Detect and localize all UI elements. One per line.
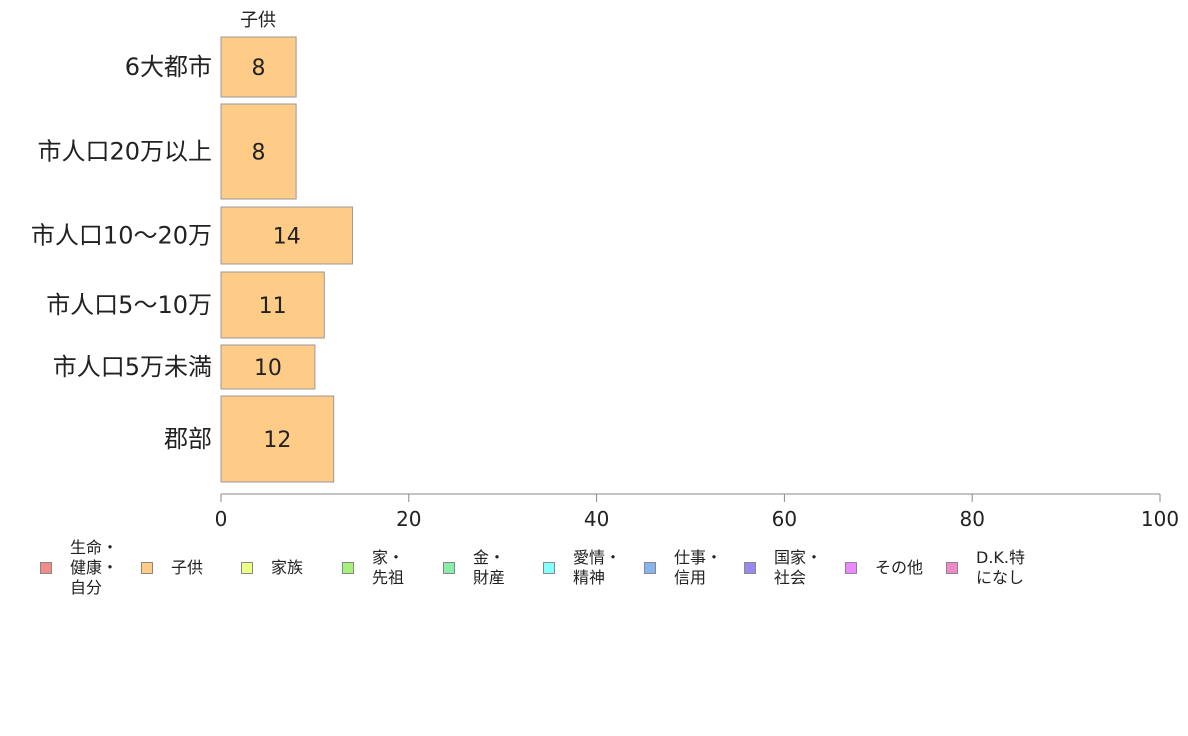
legend-swatch: [744, 562, 756, 574]
legend-label: 家族: [271, 558, 304, 577]
legend-item: 仕事・ 信用: [644, 548, 722, 588]
data-label: 14: [273, 225, 301, 250]
bar: [220, 36, 297, 98]
category-label: 6大都市: [125, 53, 212, 81]
bar: [220, 395, 335, 483]
legend-label: D.K.特 になし: [976, 548, 1025, 587]
legend-item: 家族: [241, 558, 303, 578]
legend-swatch: [141, 562, 153, 574]
data-label: 8: [252, 56, 266, 81]
column-label: 子供: [240, 10, 276, 31]
x-tick-label: 0: [215, 507, 228, 531]
data-label: 12: [263, 428, 291, 453]
legend-swatch: [443, 562, 455, 574]
legend-swatch: [543, 562, 555, 574]
category-label: 市人口5万未満: [53, 353, 212, 381]
x-tick-label: 40: [584, 507, 609, 531]
x-tick-label: 100: [1141, 507, 1179, 531]
legend-swatch: [342, 562, 354, 574]
legend-label: 家・ 先祖: [372, 548, 405, 587]
bar: [220, 271, 325, 339]
category-label: 郡部: [164, 425, 212, 453]
legend-swatch: [845, 562, 857, 574]
data-label: 8: [252, 141, 266, 166]
legend-item: 国家・ 社会: [744, 548, 822, 588]
legend-label: 仕事・ 信用: [674, 548, 723, 587]
legend-item: 家・ 先祖: [342, 548, 404, 588]
legend-swatch: [946, 562, 958, 574]
category-label: 市人口20万以上: [37, 138, 212, 166]
bar: [220, 103, 297, 200]
legend-label: その他: [875, 558, 924, 577]
legend-item: 子供: [141, 558, 203, 578]
legend-label: 国家・ 社会: [774, 548, 823, 587]
legend-label: 子供: [171, 558, 204, 577]
legend-label: 愛情・ 精神: [573, 548, 622, 587]
legend-swatch: [241, 562, 253, 574]
category-label: 市人口10〜20万: [31, 222, 212, 250]
bar-chart: 子供 6大都市市人口20万以上市人口10〜20万市人口5〜10万市人口5万未満郡…: [31, 10, 1179, 531]
x-tick-label: 60: [772, 507, 797, 531]
legend-item: 愛情・ 精神: [543, 548, 621, 588]
legend: 生命・ 健康・ 自分 子供 家族 家・ 先祖 金・ 財産 愛情・ 精神 仕事・ 信用 国家・ …: [0, 538, 1188, 620]
legend-swatch: [40, 562, 52, 574]
x-tick-label: 80: [959, 507, 984, 531]
bar: [220, 206, 353, 265]
category-label: 市人口5〜10万: [46, 291, 212, 319]
legend-swatch: [644, 562, 656, 574]
x-tick-label: 20: [396, 507, 421, 531]
bar: [220, 344, 316, 390]
legend-item: 生命・ 健康・ 自分: [40, 538, 118, 598]
legend-item: その他: [845, 558, 923, 578]
data-label: 11: [259, 294, 287, 319]
legend-item: 金・ 財産: [443, 548, 505, 588]
legend-label: 金・ 財産: [473, 548, 506, 587]
legend-label: 生命・ 健康・ 自分: [70, 538, 119, 597]
data-label: 10: [254, 356, 282, 381]
legend-item: D.K.特 になし: [946, 548, 1025, 588]
